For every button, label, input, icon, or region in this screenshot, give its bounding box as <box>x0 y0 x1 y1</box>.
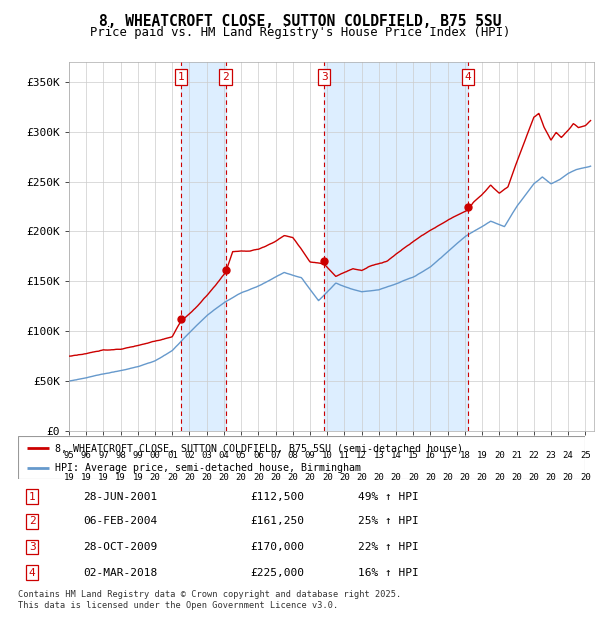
Text: 95: 95 <box>64 451 74 460</box>
Text: 20: 20 <box>184 473 195 482</box>
Text: 20: 20 <box>167 473 178 482</box>
Text: 20: 20 <box>202 473 212 482</box>
Text: Contains HM Land Registry data © Crown copyright and database right 2025.
This d: Contains HM Land Registry data © Crown c… <box>18 590 401 609</box>
Text: 07: 07 <box>270 451 281 460</box>
Text: 11: 11 <box>339 451 350 460</box>
Text: 20: 20 <box>442 473 453 482</box>
Text: £161,250: £161,250 <box>250 516 304 526</box>
Text: 22% ↑ HPI: 22% ↑ HPI <box>358 542 419 552</box>
Text: 17: 17 <box>442 451 453 460</box>
Text: 2: 2 <box>222 72 229 82</box>
Text: 14: 14 <box>391 451 401 460</box>
Text: 05: 05 <box>236 451 247 460</box>
Text: 19: 19 <box>81 473 92 482</box>
Text: 20: 20 <box>545 473 556 482</box>
Text: 12: 12 <box>356 451 367 460</box>
Text: 02-MAR-2018: 02-MAR-2018 <box>83 567 157 578</box>
Text: 25: 25 <box>580 451 591 460</box>
Text: 20: 20 <box>494 473 505 482</box>
Text: 16: 16 <box>425 451 436 460</box>
Text: 20: 20 <box>305 473 316 482</box>
Text: 15: 15 <box>408 451 419 460</box>
Text: 03: 03 <box>202 451 212 460</box>
Text: 8, WHEATCROFT CLOSE, SUTTON COLDFIELD, B75 5SU: 8, WHEATCROFT CLOSE, SUTTON COLDFIELD, B… <box>99 14 501 29</box>
Text: 20: 20 <box>270 473 281 482</box>
Text: 06: 06 <box>253 451 264 460</box>
Text: 8, WHEATCROFT CLOSE, SUTTON COLDFIELD, B75 5SU (semi-detached house): 8, WHEATCROFT CLOSE, SUTTON COLDFIELD, B… <box>55 443 463 453</box>
Text: 20: 20 <box>322 473 332 482</box>
Text: 20: 20 <box>425 473 436 482</box>
Text: 98: 98 <box>115 451 126 460</box>
Text: 23: 23 <box>545 451 556 460</box>
Text: 21: 21 <box>511 451 522 460</box>
Text: £170,000: £170,000 <box>250 542 304 552</box>
Text: Price paid vs. HM Land Registry's House Price Index (HPI): Price paid vs. HM Land Registry's House … <box>90 26 510 39</box>
Text: 20: 20 <box>218 473 229 482</box>
Text: 4: 4 <box>29 567 35 578</box>
Text: 06-FEB-2004: 06-FEB-2004 <box>83 516 157 526</box>
Text: 99: 99 <box>133 451 143 460</box>
Text: 20: 20 <box>563 473 574 482</box>
Text: 20: 20 <box>580 473 591 482</box>
Text: 13: 13 <box>373 451 384 460</box>
Text: 09: 09 <box>305 451 316 460</box>
Text: 20: 20 <box>236 473 247 482</box>
Text: 20: 20 <box>287 473 298 482</box>
Text: £225,000: £225,000 <box>250 567 304 578</box>
Text: 3: 3 <box>29 542 35 552</box>
Text: 20: 20 <box>511 473 522 482</box>
Text: 24: 24 <box>563 451 574 460</box>
Text: 20: 20 <box>356 473 367 482</box>
Text: 20: 20 <box>408 473 419 482</box>
Text: 20: 20 <box>339 473 350 482</box>
Text: 20: 20 <box>373 473 384 482</box>
Text: 2: 2 <box>29 516 35 526</box>
Text: 19: 19 <box>98 473 109 482</box>
Text: 04: 04 <box>218 451 229 460</box>
Text: 20: 20 <box>477 473 487 482</box>
Text: 28-JUN-2001: 28-JUN-2001 <box>83 492 157 502</box>
Text: 20: 20 <box>149 473 160 482</box>
Text: 28-OCT-2009: 28-OCT-2009 <box>83 542 157 552</box>
Text: 96: 96 <box>81 451 92 460</box>
Text: 1: 1 <box>29 492 35 502</box>
Text: HPI: Average price, semi-detached house, Birmingham: HPI: Average price, semi-detached house,… <box>55 463 361 473</box>
Text: 19: 19 <box>477 451 487 460</box>
Text: 1: 1 <box>178 72 184 82</box>
Text: 20: 20 <box>529 473 539 482</box>
Text: 01: 01 <box>167 451 178 460</box>
Text: 10: 10 <box>322 451 332 460</box>
Text: 18: 18 <box>460 451 470 460</box>
Text: 08: 08 <box>287 451 298 460</box>
Bar <box>181 62 226 431</box>
Text: 3: 3 <box>321 72 328 82</box>
Text: 20: 20 <box>391 473 401 482</box>
Text: 4: 4 <box>464 72 471 82</box>
Text: 20: 20 <box>253 473 264 482</box>
Text: 19: 19 <box>64 473 74 482</box>
Text: 19: 19 <box>115 473 126 482</box>
Text: 20: 20 <box>494 451 505 460</box>
Text: 16% ↑ HPI: 16% ↑ HPI <box>358 567 419 578</box>
Text: 49% ↑ HPI: 49% ↑ HPI <box>358 492 419 502</box>
Text: 97: 97 <box>98 451 109 460</box>
Text: 20: 20 <box>460 473 470 482</box>
Text: 00: 00 <box>149 451 160 460</box>
Text: £112,500: £112,500 <box>250 492 304 502</box>
Bar <box>324 62 468 431</box>
Text: 19: 19 <box>133 473 143 482</box>
Text: 02: 02 <box>184 451 195 460</box>
Text: 25% ↑ HPI: 25% ↑ HPI <box>358 516 419 526</box>
Text: 22: 22 <box>529 451 539 460</box>
